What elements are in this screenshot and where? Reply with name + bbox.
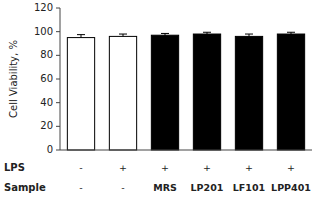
row-value: + — [287, 162, 295, 173]
y-tick — [56, 79, 60, 80]
y-axis-label: Cell Viability, % — [8, 40, 19, 118]
row-label: LPS — [4, 162, 25, 173]
y-tick — [56, 8, 60, 9]
y-tick — [56, 31, 60, 32]
y-axis — [60, 8, 61, 150]
y-tick-label: 20 — [40, 120, 53, 131]
bar — [235, 36, 262, 150]
row-value: LPP401 — [271, 182, 311, 193]
chart-container: 0 20 40 60 80 100 120 Cell Viability, % LPS - + + + +… — [0, 0, 320, 211]
row-value: MRS — [153, 182, 177, 193]
y-tick-label: 0 — [47, 144, 53, 155]
y-tick-label: 100 — [34, 26, 53, 37]
bar — [277, 34, 304, 150]
bar — [193, 34, 220, 150]
row-value: + — [119, 162, 127, 173]
y-tick-label: 60 — [40, 73, 53, 84]
row-value: LF101 — [233, 182, 265, 193]
row-value: + — [203, 162, 211, 173]
bar — [67, 38, 94, 150]
y-tick — [56, 102, 60, 103]
y-tick-label: 80 — [40, 49, 53, 60]
row-value: - — [79, 162, 82, 173]
y-tick — [56, 126, 60, 127]
y-tick-label: 120 — [34, 2, 53, 13]
chart: 0 20 40 60 80 100 120 Cell Viability, % LPS - + + + +… — [0, 0, 320, 211]
row-value: + — [161, 162, 169, 173]
row-value: + — [245, 162, 253, 173]
y-tick-label: 40 — [40, 97, 53, 108]
y-tick — [56, 55, 60, 56]
row-value: - — [121, 182, 124, 193]
row-label: Sample — [4, 182, 46, 193]
x-axis — [60, 150, 312, 151]
row-value: LP201 — [191, 182, 224, 193]
row-value: - — [79, 182, 82, 193]
bar — [151, 35, 178, 150]
y-tick — [56, 150, 60, 151]
bar — [109, 36, 136, 150]
